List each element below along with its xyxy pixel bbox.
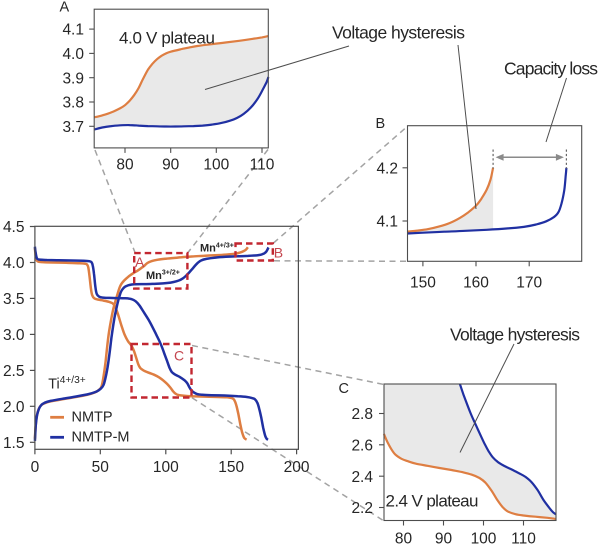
svg-text:4.0: 4.0 [62, 46, 84, 63]
svg-text:50: 50 [92, 459, 110, 476]
svg-text:A: A [135, 254, 145, 270]
svg-text:0: 0 [31, 459, 40, 476]
svg-text:2.2: 2.2 [351, 500, 373, 517]
svg-text:3.8: 3.8 [62, 95, 84, 112]
svg-text:150: 150 [410, 275, 436, 292]
svg-text:C: C [174, 348, 184, 364]
svg-text:160: 160 [463, 275, 489, 292]
svg-text:A: A [60, 0, 70, 16]
svg-text:NMTP: NMTP [72, 409, 113, 425]
svg-text:80: 80 [395, 531, 413, 547]
svg-text:4.0 V plateau: 4.0 V plateau [119, 29, 215, 48]
svg-text:100: 100 [471, 531, 497, 547]
svg-text:Capacity loss: Capacity loss [504, 59, 598, 79]
svg-text:170: 170 [516, 275, 542, 292]
svg-text:2.4 V plateau: 2.4 V plateau [386, 492, 479, 511]
svg-text:3.0: 3.0 [3, 327, 25, 344]
svg-text:Voltage hysteresis: Voltage hysteresis [450, 325, 580, 345]
svg-text:NMTP-M: NMTP-M [72, 429, 130, 445]
svg-text:4.5: 4.5 [3, 219, 25, 236]
svg-text:80: 80 [116, 157, 134, 174]
svg-text:100: 100 [203, 157, 229, 174]
svg-text:1.5: 1.5 [3, 435, 25, 452]
svg-text:Voltage hysteresis: Voltage hysteresis [332, 23, 465, 43]
svg-text:2.4: 2.4 [351, 469, 373, 486]
svg-text:C: C [339, 381, 349, 397]
svg-text:90: 90 [435, 531, 453, 547]
svg-text:90: 90 [162, 157, 180, 174]
svg-text:2.5: 2.5 [3, 363, 25, 380]
svg-text:4.2: 4.2 [376, 160, 398, 177]
svg-text:3.5: 3.5 [3, 291, 25, 308]
svg-text:2.6: 2.6 [351, 437, 373, 454]
svg-text:2.8: 2.8 [351, 406, 373, 423]
svg-text:200: 200 [284, 459, 310, 476]
svg-text:4.0: 4.0 [3, 255, 25, 272]
svg-text:4.1: 4.1 [62, 22, 84, 39]
svg-text:3.7: 3.7 [62, 119, 84, 136]
svg-text:B: B [274, 245, 283, 261]
svg-text:110: 110 [511, 531, 536, 547]
svg-text:B: B [376, 116, 386, 132]
svg-text:4.1: 4.1 [376, 214, 398, 231]
svg-text:100: 100 [153, 459, 179, 476]
svg-text:3.9: 3.9 [62, 70, 84, 87]
svg-text:2.0: 2.0 [3, 399, 25, 416]
svg-text:110: 110 [250, 157, 275, 174]
svg-text:150: 150 [218, 459, 244, 476]
